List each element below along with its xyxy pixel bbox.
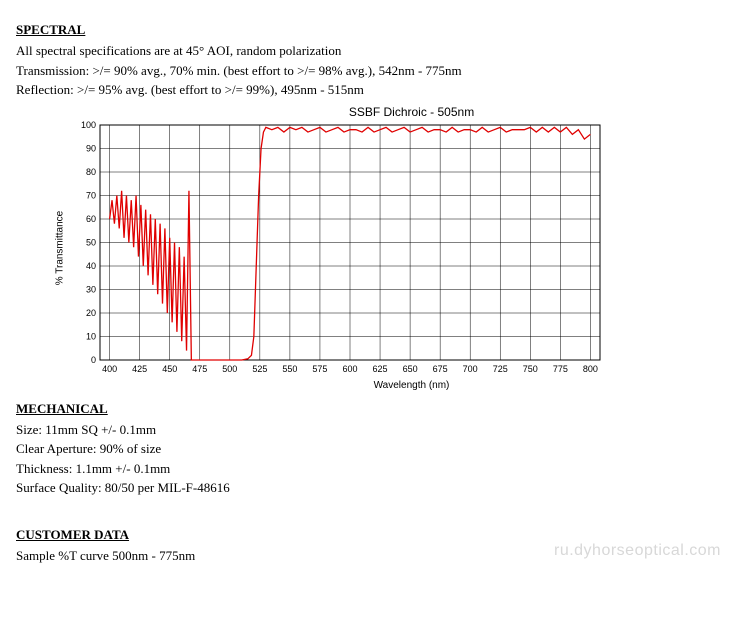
svg-text:70: 70: [86, 190, 96, 200]
svg-text:800: 800: [583, 364, 598, 374]
svg-text:625: 625: [373, 364, 388, 374]
svg-text:20: 20: [86, 308, 96, 318]
svg-text:500: 500: [222, 364, 237, 374]
svg-text:475: 475: [192, 364, 207, 374]
svg-text:750: 750: [523, 364, 538, 374]
chart-ylabel: % Transmittance: [55, 210, 66, 284]
customer-line-1: Sample %T curve 500nm - 775nm: [16, 547, 727, 565]
spectral-heading: SPECTRAL: [16, 22, 727, 38]
svg-text:425: 425: [132, 364, 147, 374]
svg-text:725: 725: [493, 364, 508, 374]
mechanical-line-2: Clear Aperture: 90% of size: [16, 440, 727, 458]
svg-text:40: 40: [86, 261, 96, 271]
svg-text:60: 60: [86, 214, 96, 224]
chart-svg: 0 10 20 30 40 50 60 70 80 90 100 400 425 450 475 500 525…: [66, 121, 604, 378]
svg-text:100: 100: [81, 121, 96, 130]
svg-text:0: 0: [91, 355, 96, 365]
spectral-line-2: Transmission: >/= 90% avg., 70% min. (be…: [16, 62, 727, 80]
svg-text:30: 30: [86, 284, 96, 294]
spectral-line-1: All spectral specifications are at 45° A…: [16, 42, 727, 60]
chart-title: SSBF Dichroic - 505nm: [96, 105, 727, 119]
svg-text:600: 600: [342, 364, 357, 374]
svg-text:90: 90: [86, 143, 96, 153]
svg-text:525: 525: [252, 364, 267, 374]
svg-text:450: 450: [162, 364, 177, 374]
svg-text:775: 775: [553, 364, 568, 374]
spectral-line-3: Reflection: >/= 95% avg. (best effort to…: [16, 81, 727, 99]
svg-text:10: 10: [86, 331, 96, 341]
svg-text:700: 700: [463, 364, 478, 374]
svg-text:675: 675: [433, 364, 448, 374]
svg-text:50: 50: [86, 237, 96, 247]
svg-text:80: 80: [86, 167, 96, 177]
svg-text:650: 650: [403, 364, 418, 374]
mechanical-line-4: Surface Quality: 80/50 per MIL-F-48616: [16, 479, 727, 497]
chart-xlabel: Wavelength (nm): [96, 380, 727, 391]
mechanical-heading: MECHANICAL: [16, 401, 727, 417]
chart-container: SSBF Dichroic - 505nm % Transmittance 01…: [66, 105, 727, 391]
mechanical-line-3: Thickness: 1.1mm +/- 0.1mm: [16, 460, 727, 478]
mechanical-line-1: Size: 11mm SQ +/- 0.1mm: [16, 421, 727, 439]
svg-text:400: 400: [102, 364, 117, 374]
svg-text:575: 575: [312, 364, 327, 374]
customer-heading: CUSTOMER DATA: [16, 527, 727, 543]
svg-text:550: 550: [282, 364, 297, 374]
